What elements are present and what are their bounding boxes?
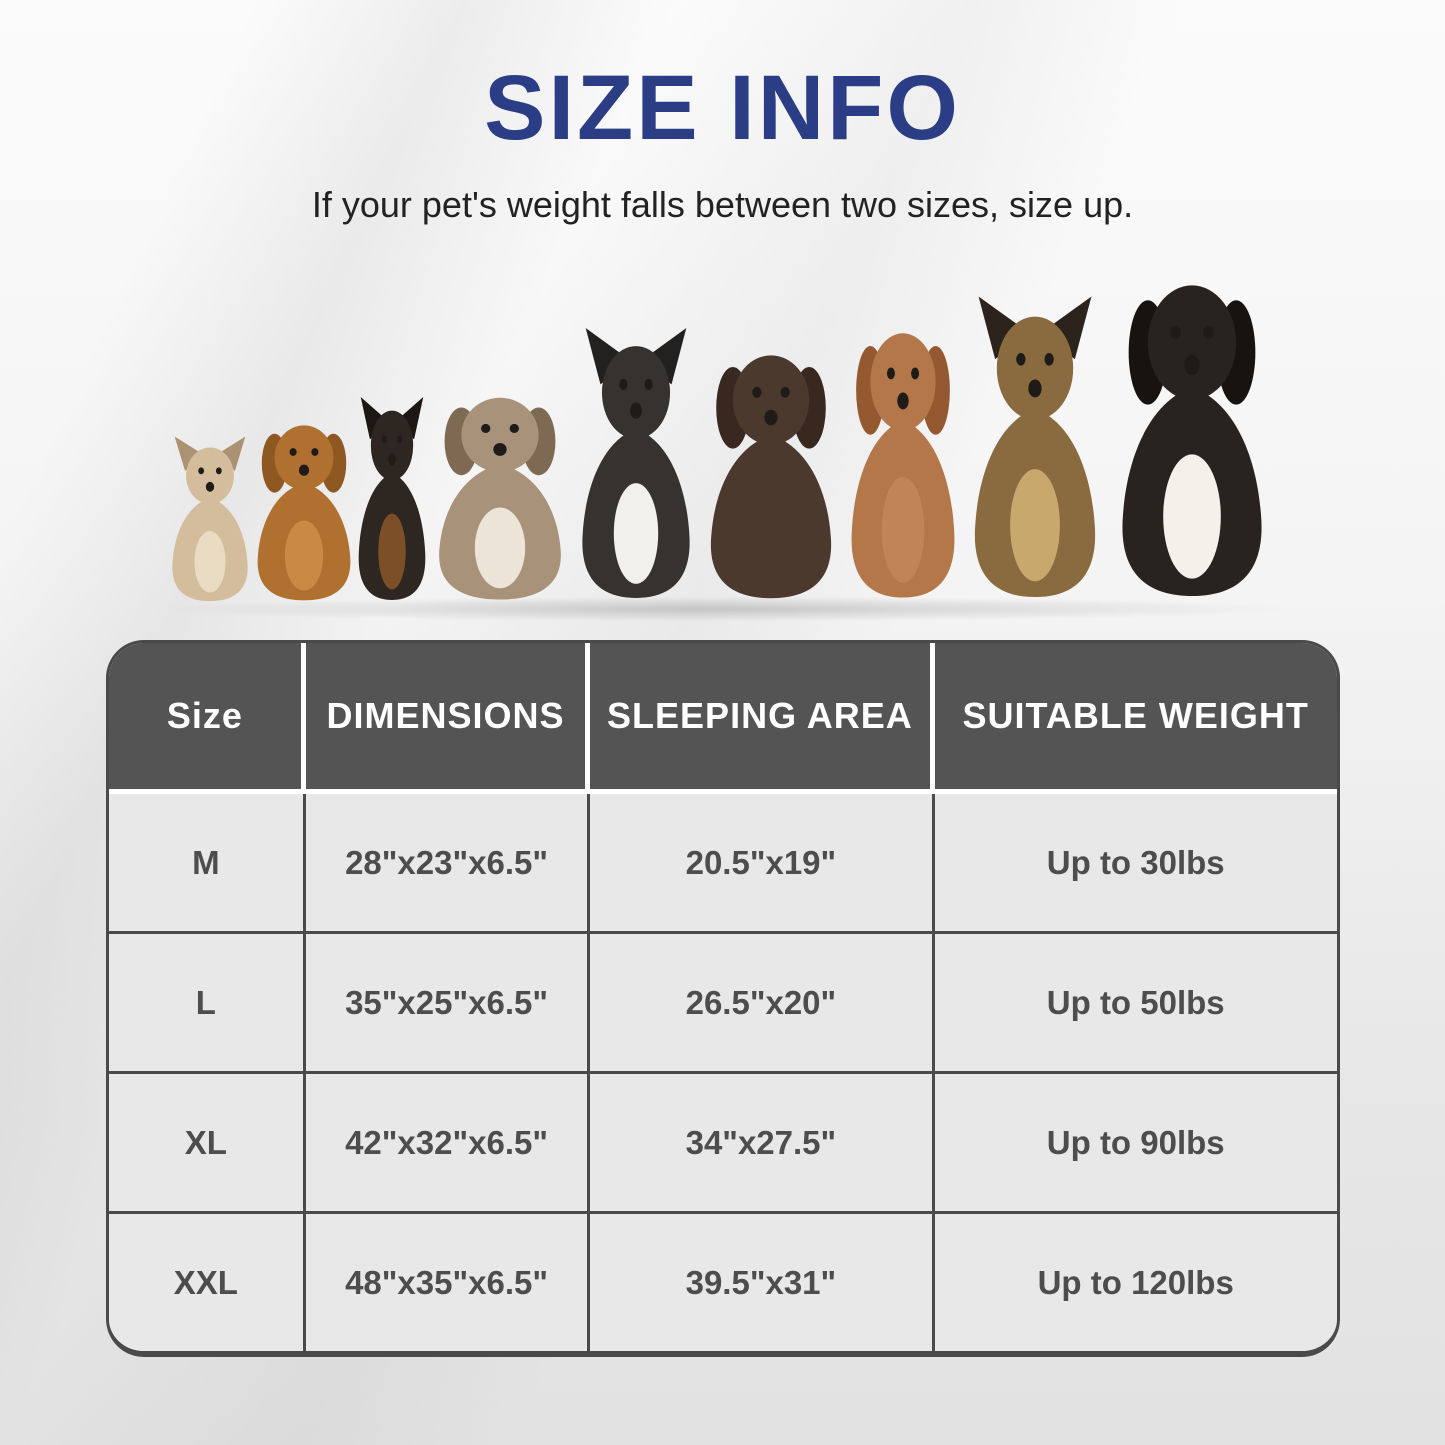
page-title: SIZE INFO xyxy=(484,57,961,159)
table-header-row: Size DIMENSIONS SLEEPING AREA SUITABLE W… xyxy=(108,643,1337,794)
col-header-size: Size xyxy=(108,643,307,794)
cell-sleeping-area-xl: 34"x27.5" xyxy=(589,1074,935,1214)
cell-suitable-weight-xl: Up to 90lbs xyxy=(934,1074,1337,1214)
cell-suitable-weight-xxl: Up to 120lbs xyxy=(934,1214,1337,1351)
dog-bernese-mountain-dog-illustration xyxy=(1121,285,1262,597)
table-row: L 35"x25"x6.5" 26.5"x20" Up to 50lbs xyxy=(108,934,1337,1074)
cell-dimensions-xl: 42"x32"x6.5" xyxy=(306,1074,590,1214)
dog-lineup-shadow xyxy=(132,596,1313,622)
cell-size-m: M xyxy=(108,794,307,934)
cell-sleeping-area-xxl: 39.5"x31" xyxy=(589,1214,935,1351)
size-table: Size DIMENSIONS SLEEPING AREA SUITABLE W… xyxy=(108,643,1337,1351)
size-table-container: Size DIMENSIONS SLEEPING AREA SUITABLE W… xyxy=(105,640,1340,1357)
dog-border-collie-illustration xyxy=(581,328,690,598)
dog-french-bulldog-illustration xyxy=(171,436,248,602)
table-row: XL 42"x32"x6.5" 34"x27.5" Up to 90lbs xyxy=(108,1074,1337,1214)
dog-chocolate-labrador-illustration xyxy=(710,355,831,599)
dog-cavalier-spaniel-illustration xyxy=(257,425,350,601)
col-header-sleeping-area: SLEEPING AREA xyxy=(589,643,935,794)
cell-dimensions-xxl: 48"x35"x6.5" xyxy=(306,1214,590,1351)
col-header-dimensions: DIMENSIONS xyxy=(306,643,590,794)
table-row: M 28"x23"x6.5" 20.5"x19" Up to 30lbs xyxy=(108,794,1337,934)
cell-suitable-weight-l: Up to 50lbs xyxy=(934,934,1337,1074)
cell-size-xxl: XXL xyxy=(108,1214,307,1351)
cell-sleeping-area-m: 20.5"x19" xyxy=(589,794,935,934)
cell-size-l: L xyxy=(108,934,307,1074)
header-section: SIZE INFO If your pet's weight falls bet… xyxy=(0,0,1445,226)
dog-bulldog-illustration xyxy=(438,397,561,600)
table-row: XXL 48"x35"x6.5" 39.5"x31" Up to 120lbs xyxy=(108,1214,1337,1351)
cell-suitable-weight-m: Up to 30lbs xyxy=(934,794,1337,934)
dog-miniature-pinscher-illustration xyxy=(358,397,425,600)
cell-dimensions-m: 28"x23"x6.5" xyxy=(306,794,590,934)
cell-dimensions-l: 35"x25"x6.5" xyxy=(306,934,590,1074)
page-subtitle: If your pet's weight falls between two s… xyxy=(311,184,1134,225)
dog-vizsla-illustration xyxy=(851,333,954,598)
col-header-suitable-weight: SUITABLE WEIGHT xyxy=(934,643,1337,794)
cell-size-xl: XL xyxy=(108,1074,307,1214)
dog-lineup-image xyxy=(0,254,1445,606)
dog-german-shepherd-illustration xyxy=(974,296,1095,598)
cell-sleeping-area-l: 26.5"x20" xyxy=(589,934,935,1074)
